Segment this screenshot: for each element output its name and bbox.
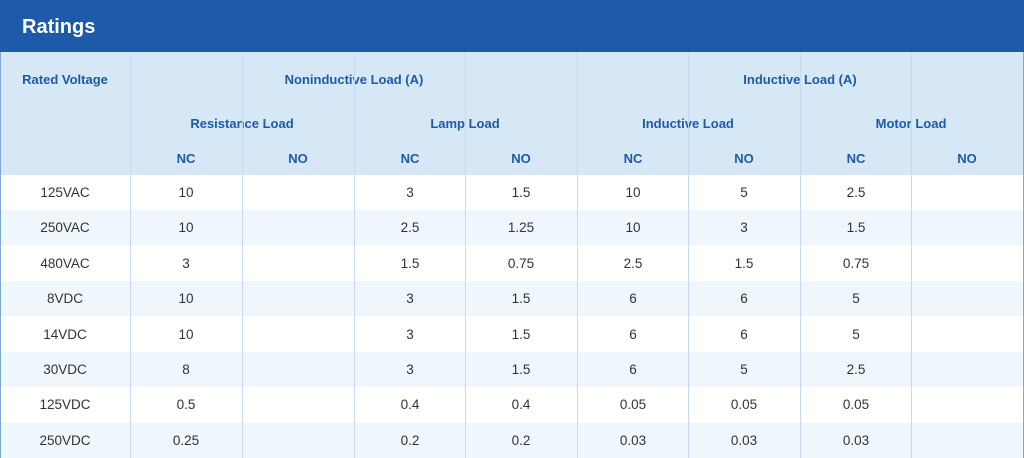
- table-cell: 2.5: [846, 362, 866, 377]
- table-cell: 5: [852, 291, 860, 307]
- table-cell: 0.25: [172, 432, 200, 448]
- table-cell: 5: [740, 185, 748, 200]
- table-cell: 1.5: [846, 220, 866, 236]
- header-motor-nc: NC: [846, 151, 866, 166]
- table-cell: 3: [740, 220, 748, 236]
- table-cell: 10: [178, 326, 194, 342]
- table-cell: 10: [625, 185, 641, 200]
- table-cell: 1.5: [511, 291, 531, 307]
- table-row: [0, 175, 1024, 210]
- page-title: Ratings: [22, 16, 96, 38]
- table-row: [0, 316, 1024, 352]
- cell-rated-voltage: 480VAC: [40, 255, 90, 271]
- header-inductive-no: NO: [734, 151, 754, 166]
- header-resistance-no: NO: [288, 151, 308, 166]
- header-lamp-nc: NC: [400, 151, 420, 166]
- table-cell: 2.5: [623, 255, 643, 271]
- table-cell: 10: [178, 220, 194, 236]
- column-divider: [354, 52, 355, 458]
- table-cell: 0.4: [400, 397, 420, 413]
- table-row: [0, 210, 1024, 246]
- table-row: [0, 245, 1024, 281]
- table-cell: 3: [406, 362, 414, 377]
- table-cell: 1.5: [511, 185, 531, 200]
- column-divider: [688, 52, 689, 458]
- table-cell: 1.25: [507, 220, 535, 236]
- table-cell: 0.05: [842, 397, 870, 413]
- table-cell: 2.5: [400, 220, 420, 236]
- table-row: [0, 281, 1024, 317]
- table-cell: 0.75: [842, 255, 870, 271]
- table-cell: 0.75: [507, 255, 535, 271]
- table-cell: 8: [182, 362, 190, 377]
- table-cell: 0.03: [619, 432, 647, 448]
- cell-rated-voltage: 250VAC: [40, 220, 90, 236]
- table-cell: 0.2: [511, 432, 531, 448]
- table-cell: 0.2: [400, 432, 420, 448]
- cell-rated-voltage: 125VDC: [39, 397, 91, 413]
- column-divider: [130, 52, 131, 458]
- title-bar: Ratings: [0, 0, 1024, 52]
- header-resistance-nc: NC: [176, 151, 196, 166]
- table-cell: 5: [740, 362, 748, 377]
- table-cell: 1.5: [511, 326, 531, 342]
- header-rated-voltage: Rated Voltage: [22, 72, 108, 87]
- cell-rated-voltage: 250VDC: [39, 432, 91, 448]
- table-cell: 0.05: [730, 397, 758, 413]
- table-cell: 6: [740, 326, 748, 342]
- table-cell: 10: [625, 220, 641, 236]
- table-row: [0, 387, 1024, 423]
- table-cell: 6: [629, 362, 637, 377]
- ratings-table: Rated Voltage Noninductive Load (A) Indu…: [0, 52, 1024, 458]
- column-divider: [242, 52, 243, 458]
- header-motor-no: NO: [957, 151, 977, 166]
- table-cell: 3: [182, 255, 190, 271]
- table-border: [0, 52, 1, 458]
- table-cell: 0.5: [176, 397, 196, 413]
- column-divider: [577, 52, 578, 458]
- table-cell: 6: [629, 326, 637, 342]
- table-cell: 6: [740, 291, 748, 307]
- table-row: [0, 352, 1024, 387]
- column-divider: [911, 52, 912, 458]
- column-divider: [800, 52, 801, 458]
- table-cell: 5: [852, 326, 860, 342]
- table-cell: 0.05: [619, 397, 647, 413]
- table-header: [0, 52, 1024, 175]
- table-cell: 1.5: [400, 255, 420, 271]
- table-cell: 3: [406, 291, 414, 307]
- table-cell: 0.03: [842, 432, 870, 448]
- header-lamp-no: NO: [511, 151, 531, 166]
- table-row: [0, 422, 1024, 458]
- table-cell: 6: [629, 291, 637, 307]
- cell-rated-voltage: 30VDC: [43, 362, 87, 377]
- header-inductive-nc: NC: [623, 151, 643, 166]
- table-cell: 1.5: [734, 255, 754, 271]
- table-cell: 3: [406, 185, 414, 200]
- column-divider: [465, 52, 466, 458]
- table-cell: 0.4: [511, 397, 531, 413]
- table-cell: 10: [178, 185, 194, 200]
- table-cell: 1.5: [511, 362, 531, 377]
- cell-rated-voltage: 14VDC: [43, 326, 87, 342]
- cell-rated-voltage: 125VAC: [40, 185, 90, 200]
- cell-rated-voltage: 8VDC: [46, 291, 84, 307]
- table-cell: 10: [178, 291, 194, 307]
- table-cell: 0.03: [730, 432, 758, 448]
- table-cell: 3: [406, 326, 414, 342]
- table-cell: 2.5: [846, 185, 866, 200]
